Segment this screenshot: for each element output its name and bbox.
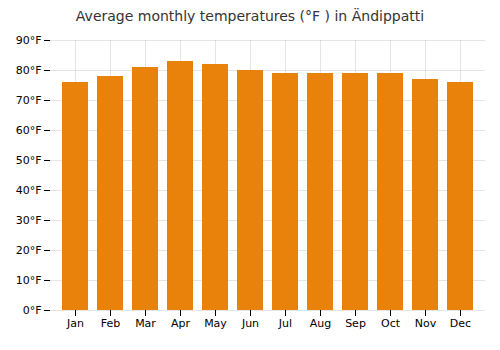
svg-text:60°F: 60°F [16, 124, 42, 137]
svg-text:20°F: 20°F [16, 244, 42, 257]
html-text:Average monthly temperatures (: Average monthly temperatures (°F ) in Än… [75, 8, 425, 24]
svg-text:Feb: Feb [101, 317, 120, 330]
svg-text:Jan: Jan [66, 317, 84, 330]
svg-text:Sep: Sep [345, 317, 366, 330]
svg-text:May: May [204, 317, 227, 330]
svg-text:40°F: 40°F [16, 184, 42, 197]
svg-text:0°F: 0°F [23, 304, 42, 317]
svg-text:10°F: 10°F [16, 274, 42, 287]
svg-text:Jun: Jun [241, 317, 259, 330]
svg-text:90°F: 90°F [16, 34, 42, 47]
svg-text:Nov: Nov [415, 317, 437, 330]
svg-text:Jul: Jul [278, 317, 292, 330]
svg-text:Mar: Mar [135, 317, 156, 330]
svg-text:Aug: Aug [310, 317, 331, 330]
svg-text:70°F: 70°F [16, 94, 42, 107]
svg-text:Oct: Oct [381, 317, 401, 330]
svg-text:30°F: 30°F [16, 214, 42, 227]
svg-text:Dec: Dec [450, 317, 471, 330]
svg-text:80°F: 80°F [16, 64, 42, 77]
svg-text:50°F: 50°F [16, 154, 42, 167]
svg-text:Apr: Apr [171, 317, 191, 330]
